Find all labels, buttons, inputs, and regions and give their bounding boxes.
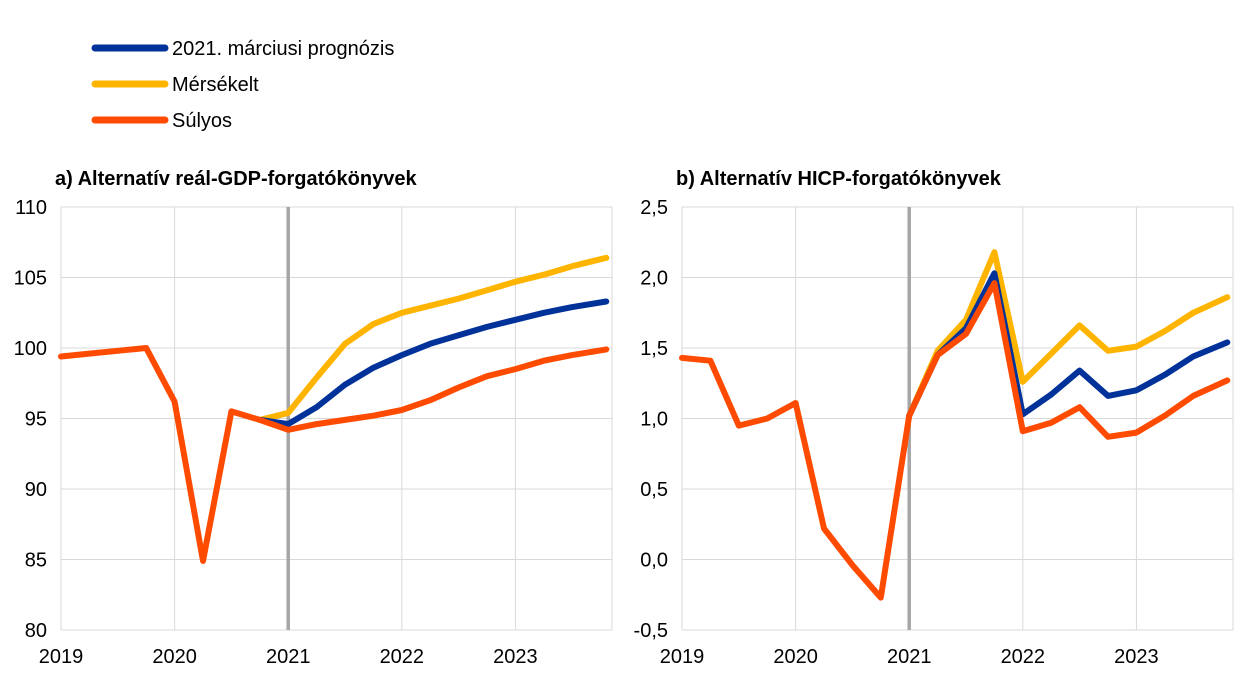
y-tick-label: 110 <box>15 197 47 219</box>
y-tick-label: 0,0 <box>640 550 668 572</box>
x-tick-label: 2022 <box>1001 646 1046 668</box>
series-line-march <box>256 298 610 428</box>
x-tick-label: 2019 <box>660 646 705 668</box>
series-line-mild <box>256 254 610 423</box>
legend: 2021. márciusi prognózis Mérsékelt Súlyos <box>91 38 394 132</box>
series-line-march <box>906 270 1231 419</box>
y-tick-label: 2,5 <box>640 197 668 219</box>
x-tick-label: 2019 <box>39 646 84 668</box>
y-tick-label: 90 <box>25 479 47 501</box>
series-line-severe <box>679 280 1231 601</box>
x-tick-label: 2023 <box>1114 646 1159 668</box>
panel-title: a) Alternatív reál-GDP-forgatókönyvek <box>55 168 417 190</box>
y-tick-label: -0,5 <box>634 620 668 642</box>
panel-gdp: a) Alternatív reál-GDP-forgatókönyvek 80 8… <box>14 168 613 668</box>
series-line-severe <box>58 345 610 564</box>
y-tick-label: 1,0 <box>640 409 668 431</box>
y-tick-label: 0,5 <box>640 479 668 501</box>
x-tick-label: 2022 <box>380 646 425 668</box>
x-tick-label: 2020 <box>773 646 818 668</box>
x-tick-label: 2023 <box>493 646 538 668</box>
legend-label-mild: Mérsékelt <box>172 74 259 96</box>
x-tick-label: 2021 <box>266 646 311 668</box>
y-tick-label: 2,0 <box>640 268 668 290</box>
y-tick-label: 85 <box>25 550 47 572</box>
x-tick-label: 2021 <box>887 646 932 668</box>
y-tick-label: 100 <box>14 338 47 360</box>
panel-title: b) Alternatív HICP-forgatókönyvek <box>676 168 1002 190</box>
y-tick-label: 105 <box>14 268 47 290</box>
y-tick-label: 1,5 <box>640 338 668 360</box>
series-line-mild <box>906 249 1231 419</box>
y-tick-label: 95 <box>25 409 47 431</box>
panel-hicp: b) Alternatív HICP-forgatókönyvek -0,5 0,0… <box>634 168 1234 668</box>
legend-label-severe: Súlyos <box>172 110 232 132</box>
y-tick-label: 80 <box>25 620 47 642</box>
x-tick-label: 2020 <box>152 646 197 668</box>
legend-label-march: 2021. márciusi prognózis <box>172 38 394 60</box>
